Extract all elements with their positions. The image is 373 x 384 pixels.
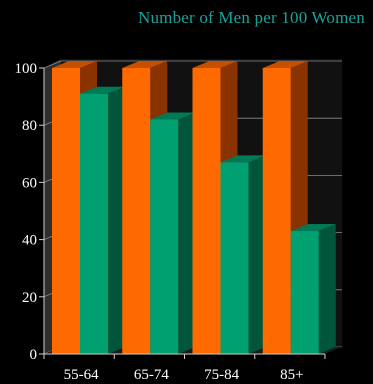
bar-series-a-65-74 [122,68,151,354]
bar-series-b-65-74 [150,119,179,354]
bar-series-b-55-64-side [108,86,125,355]
bar-series-b-75-84-side [248,155,266,354]
bar-series-a-65-74-top [122,61,168,68]
bar-series-b-85+-top [290,224,336,232]
bar-series-b-65-74-side [178,112,196,354]
bar-series-a-55-64-top [52,61,97,68]
bar-series-b-55-64-top [80,86,125,94]
gridline-depth [43,60,62,69]
y-tick-label: 60 [22,175,37,191]
bar-series-b-85+-side [318,224,336,354]
bar-series-a-85+-top [262,61,308,68]
y-tick-label: 80 [22,118,37,134]
x-tick-label: 85+ [280,367,303,383]
x-tick-label: 65-74 [134,367,169,383]
x-tick-label: 55-64 [64,367,99,383]
y-tick-label: 40 [22,233,37,249]
bar-series-a-75-84 [192,68,221,354]
bar-series-b-55-64 [80,93,108,355]
y-tick-label: 0 [30,347,38,363]
bar-series-b-75-84-top [220,155,266,163]
bar-series-a-75-84-top [192,61,238,68]
bar-series-b-65-74-top [150,112,196,120]
chart-title: Number of Men per 100 Women [137,8,365,27]
y-tick-label: 100 [15,61,38,77]
bar-series-b-85+ [290,231,319,354]
bar-series-b-75-84 [220,162,249,354]
bar-series-a-55-64 [52,68,80,354]
x-tick-label: 75-84 [204,367,239,383]
y-tick-label: 20 [22,290,37,306]
bar-series-a-85+ [262,68,291,354]
